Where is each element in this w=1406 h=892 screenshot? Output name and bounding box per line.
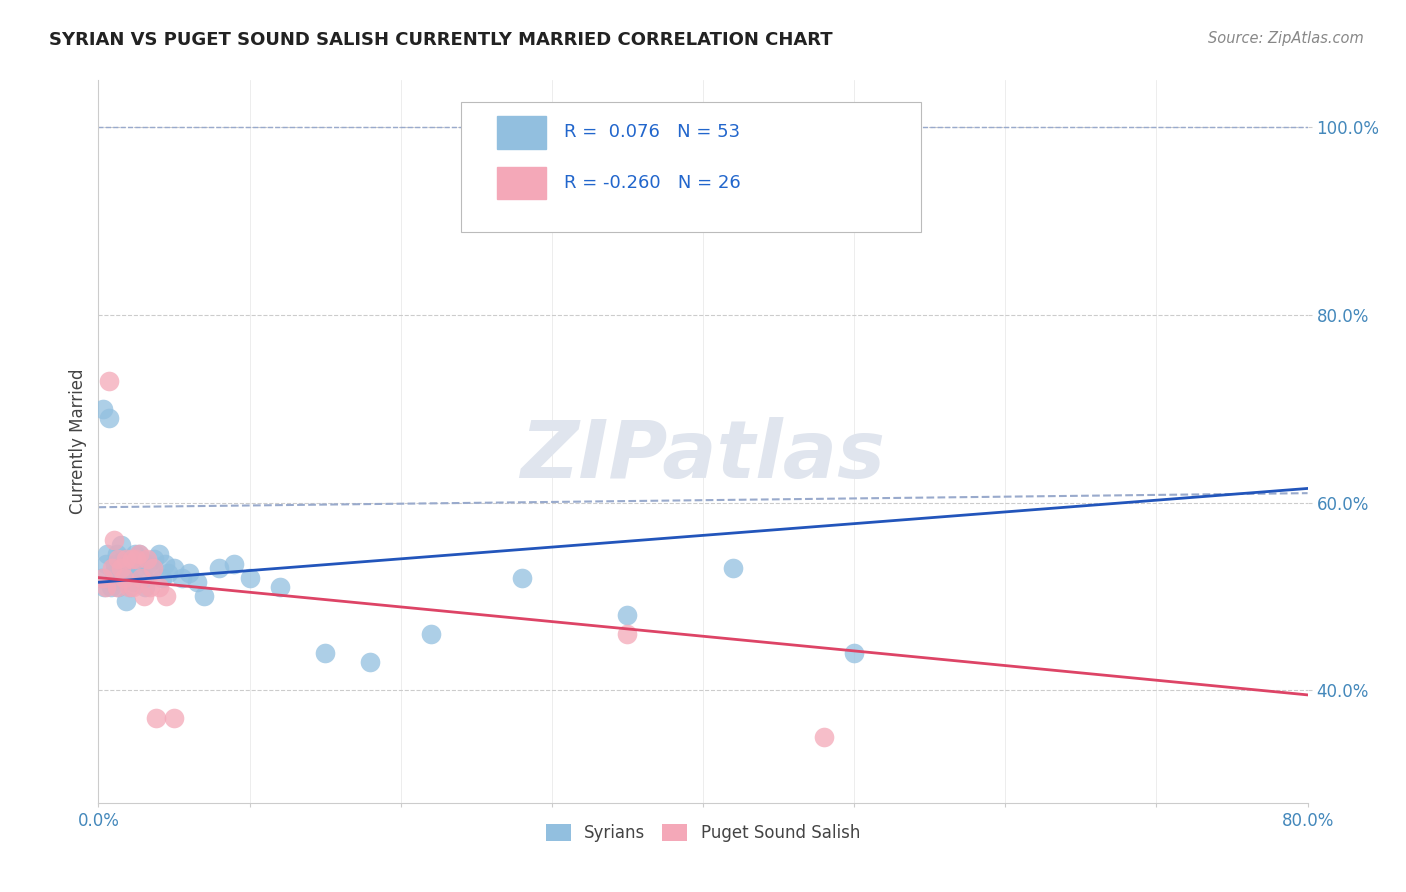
- Bar: [498, 167, 546, 200]
- Point: [91, 401, 114, 416]
- Point: [105, 580, 128, 594]
- Point: [132, 571, 155, 585]
- Point: [170, 571, 193, 585]
- Point: [114, 594, 136, 608]
- Point: [125, 561, 148, 575]
- Point: [616, 608, 638, 623]
- Point: [163, 561, 186, 575]
- Point: [179, 566, 201, 580]
- Point: [129, 571, 152, 585]
- Point: [224, 557, 246, 571]
- Point: [101, 561, 124, 575]
- Bar: [498, 116, 546, 149]
- Point: [132, 590, 155, 604]
- Point: [145, 711, 167, 725]
- Point: [141, 561, 163, 575]
- Point: [121, 557, 143, 571]
- Point: [156, 566, 179, 580]
- Point: [115, 566, 138, 580]
- Point: [114, 551, 136, 566]
- Point: [124, 547, 146, 561]
- Point: [134, 580, 156, 594]
- Point: [153, 557, 176, 571]
- Point: [127, 551, 149, 566]
- Point: [314, 646, 336, 660]
- Point: [98, 411, 121, 425]
- Point: [112, 551, 135, 566]
- Point: [193, 590, 215, 604]
- Point: [111, 561, 134, 575]
- Point: [118, 571, 141, 585]
- Point: [112, 571, 135, 585]
- Legend: Syrians, Puget Sound Salish: Syrians, Puget Sound Salish: [540, 817, 866, 848]
- Point: [420, 627, 443, 641]
- Point: [139, 580, 162, 594]
- Point: [105, 547, 128, 561]
- FancyBboxPatch shape: [461, 102, 921, 232]
- Point: [122, 575, 145, 590]
- Point: [93, 580, 115, 594]
- Point: [186, 575, 208, 590]
- Point: [150, 571, 173, 585]
- Point: [108, 571, 131, 585]
- Point: [142, 561, 165, 575]
- Point: [360, 655, 382, 669]
- Text: SYRIAN VS PUGET SOUND SALISH CURRENTLY MARRIED CORRELATION CHART: SYRIAN VS PUGET SOUND SALISH CURRENTLY M…: [49, 31, 832, 49]
- Point: [813, 730, 835, 744]
- Point: [129, 551, 152, 566]
- Point: [103, 533, 125, 547]
- Point: [122, 580, 145, 594]
- Point: [121, 551, 143, 566]
- Point: [120, 580, 142, 594]
- Point: [118, 580, 141, 594]
- Point: [723, 561, 745, 575]
- Point: [136, 557, 159, 571]
- Point: [104, 557, 127, 571]
- Point: [510, 571, 533, 585]
- Text: Source: ZipAtlas.com: Source: ZipAtlas.com: [1208, 31, 1364, 46]
- Point: [107, 551, 129, 566]
- Point: [269, 580, 291, 594]
- Point: [616, 627, 638, 641]
- Point: [103, 566, 125, 580]
- Point: [143, 551, 166, 566]
- Text: R = -0.260   N = 26: R = -0.260 N = 26: [564, 174, 741, 192]
- Y-axis label: Currently Married: Currently Married: [69, 368, 87, 515]
- Point: [128, 547, 150, 561]
- Point: [125, 551, 148, 566]
- Point: [101, 575, 124, 590]
- Point: [96, 547, 118, 561]
- Point: [148, 547, 170, 561]
- Point: [692, 871, 714, 885]
- Point: [100, 580, 122, 594]
- Point: [135, 551, 157, 566]
- Point: [239, 571, 262, 585]
- Point: [110, 538, 132, 552]
- Point: [110, 561, 132, 575]
- Point: [844, 646, 866, 660]
- Point: [155, 590, 177, 604]
- Point: [107, 580, 129, 594]
- Point: [98, 374, 121, 388]
- Point: [148, 580, 170, 594]
- Point: [94, 557, 117, 571]
- Point: [94, 580, 117, 594]
- Point: [90, 571, 112, 585]
- Text: ZIPatlas: ZIPatlas: [520, 417, 886, 495]
- Point: [128, 547, 150, 561]
- Point: [91, 571, 114, 585]
- Point: [163, 711, 186, 725]
- Point: [208, 561, 231, 575]
- Text: R =  0.076   N = 53: R = 0.076 N = 53: [564, 123, 740, 141]
